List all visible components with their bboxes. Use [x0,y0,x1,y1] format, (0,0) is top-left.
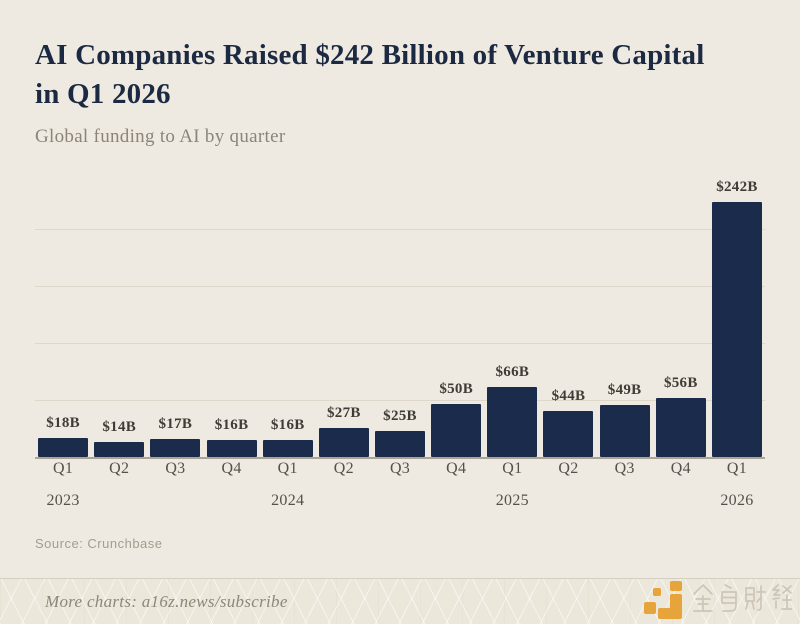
bar-slot-q1-2023: $18B [35,172,91,457]
bar-value-label: $56B [663,375,698,391]
quarter-tick-label: Q4 [221,460,242,477]
bar-value-label: $242B [716,179,758,195]
bar-value-label: $17B [158,416,193,432]
year-tick-spacer [428,492,484,510]
year-tick-spacer [372,492,428,510]
bar-value-label: $14B [102,419,137,435]
bar-slot-q3-2025: $49B [597,172,653,457]
bar-value-label: $16B [214,417,249,433]
bar [487,387,538,457]
bar-value-label: $44B [551,388,586,404]
year-tick-spacer [653,492,709,510]
bar-value-label: $25B [383,408,417,424]
bar [318,428,369,457]
year-tick-spacer [316,492,372,510]
quarter-tick-label: Q1 [53,460,74,477]
bar-value-label: $16B [270,417,305,433]
quarter-tick-label: Q2 [333,460,354,477]
bar [655,398,706,457]
x-axis-line [35,457,765,459]
quarter-tick-label: Q4 [446,460,467,477]
year-tick-label: 2024 [271,492,305,509]
quarter-tick-label: Q1 [502,460,523,477]
footer-bar: More charts: a16z.news/subscribe [0,578,800,624]
bar-slot-q4-2024: $50B [428,172,484,457]
bar [431,404,482,457]
year-tick-spacer [597,492,653,510]
bar [94,442,145,457]
bar-slot-q1-2026: $242B [709,172,765,457]
year-tick-spacer [91,492,147,510]
quarter-tick-label: Q3 [165,460,186,477]
bar [711,202,762,457]
bar-series: $18B $14B $17B $16B $16B $27B $25B $50B $66B $44B… [35,172,765,457]
quarter-tick-label: Q3 [614,460,635,477]
year-tick-spacer [540,492,596,510]
jinse-finance-logo-icon [644,581,682,619]
bar [543,411,594,457]
bar-slot-q2-2025: $44B [540,172,596,457]
jinse-finance-watermark [644,581,792,619]
bar-slot-q3-2023: $17B [147,172,203,457]
bar-slot-q1-2024: $16B [260,172,316,457]
bar-slot-q4-2023: $16B [203,172,259,457]
bar [150,439,201,457]
bar [206,440,257,457]
source-note: Source: Crunchbase [35,536,163,551]
year-tick-label: 2025 [495,492,529,509]
quarter-tick-label: Q1 [277,460,298,477]
bar [599,405,650,457]
quarter-tick-label: Q4 [670,460,691,477]
gridline [35,286,765,287]
bar-value-label: $18B [46,415,80,431]
bar-value-label: $27B [327,405,361,421]
bar [375,431,426,457]
year-tick-label: 2026 [720,492,754,509]
bar-slot-q2-2023: $14B [91,172,147,457]
bar-value-label: $49B [607,382,642,398]
bar-chart-plot-area: $18B $14B $17B $16B $16B $27B $25B $50B $66B $44B… [35,172,765,459]
jinse-finance-wordmark [692,583,792,617]
bar-slot-q3-2024: $25B [372,172,428,457]
bar [262,440,313,457]
x-axis-quarter-labels: Q1 Q2 Q3 Q4 Q1 Q2 Q3 Q4 Q1 Q2 Q3 Q4 Q1 [35,460,765,478]
quarter-tick-label: Q1 [726,460,748,477]
bar-slot-q1-2025: $66B [484,172,540,457]
year-tick-label: 2023 [46,492,80,509]
subscribe-link[interactable]: More charts: a16z.news/subscribe [45,591,288,611]
year-tick-spacer [147,492,203,510]
gridline [35,229,765,230]
gridline [35,400,765,401]
bar [38,438,89,457]
bar-slot-q4-2025: $56B [653,172,709,457]
bar-value-label: $66B [495,364,530,380]
year-tick-spacer [203,492,259,510]
quarter-tick-label: Q3 [389,460,411,477]
gridline [35,343,765,344]
bar-value-label: $50B [439,381,474,397]
x-axis-year-labels: 2023 2024 2025 2026 [35,492,765,510]
chart-subtitle: Global funding to AI by quarter [35,126,286,147]
quarter-tick-label: Q2 [558,460,579,477]
bar-slot-q2-2024: $27B [316,172,372,457]
page-title: AI Companies Raised $242 Billion of Vent… [35,39,705,110]
quarter-tick-label: Q2 [109,460,130,477]
